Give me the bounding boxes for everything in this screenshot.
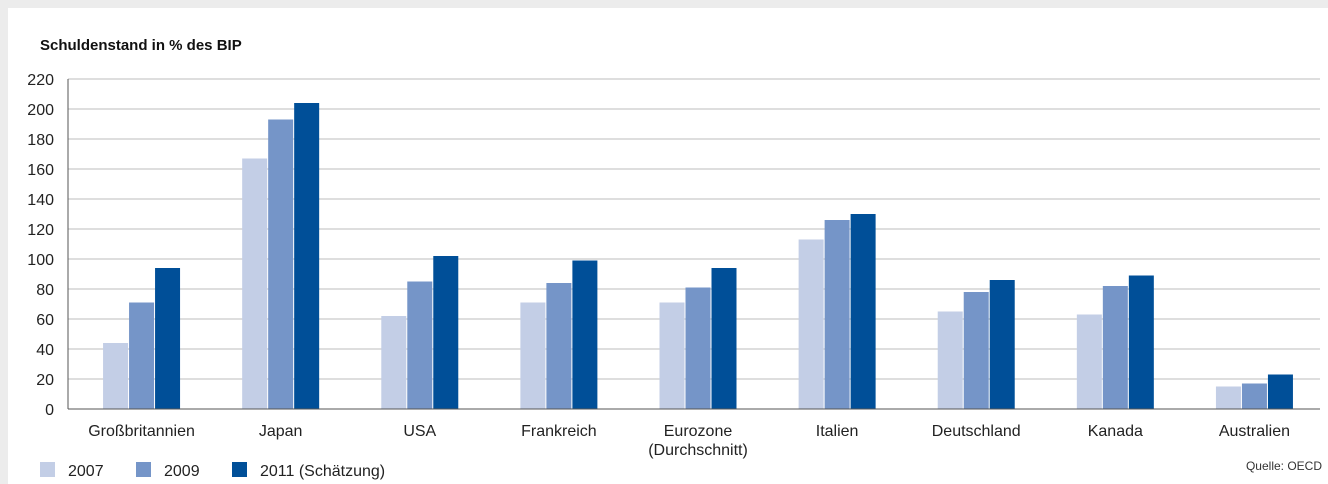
category-labels: Großbritannien Japan USA Frankreich Eurozone… (88, 423, 1290, 459)
bar (407, 281, 433, 409)
bar (937, 311, 963, 409)
bar (433, 256, 459, 409)
legend-swatch (40, 462, 55, 477)
x-tick-label: Australien (1219, 423, 1290, 440)
legend-label: 2011 (Schätzung) (260, 463, 385, 480)
y-tick-label: 20 (36, 372, 54, 389)
bar (1241, 383, 1267, 409)
legend-swatch (136, 462, 151, 477)
bar (850, 214, 876, 409)
bar (1215, 386, 1241, 409)
bar (963, 292, 989, 409)
x-tick-label: Deutschland (932, 423, 1021, 440)
legend-label: 2007 (68, 463, 104, 480)
x-tick-label: Japan (259, 423, 303, 440)
legend: 2007 2009 2011 (Schätzung) (40, 462, 385, 480)
chart-title: Schuldenstand in % des BIP (40, 37, 242, 54)
bar (268, 119, 294, 409)
bar (572, 260, 598, 409)
y-tick-label: 100 (27, 252, 54, 269)
y-tick-label: 200 (27, 102, 54, 119)
legend-label: 2009 (164, 463, 200, 480)
bar (989, 280, 1015, 409)
bar (381, 316, 407, 409)
bar (685, 287, 711, 409)
source-note: Quelle: OECD (1246, 459, 1322, 473)
bar (824, 220, 850, 409)
x-tick-label: (Durchschnitt) (648, 442, 748, 459)
bar (129, 302, 155, 409)
bar (103, 343, 129, 409)
x-tick-label: Frankreich (521, 423, 597, 440)
y-axis: 0 20 40 60 80 100 120 140 160 180 200 220 (27, 72, 69, 419)
y-tick-label: 40 (36, 342, 54, 359)
y-tick-label: 0 (45, 402, 54, 419)
bar (798, 239, 824, 409)
legend-swatch (232, 462, 247, 477)
bar (294, 103, 320, 409)
bar (711, 268, 737, 409)
x-tick-label: Eurozone (664, 423, 733, 440)
y-tick-label: 120 (27, 222, 54, 239)
y-tick-label: 180 (27, 132, 54, 149)
bar (1076, 314, 1102, 409)
y-tick-label: 220 (27, 72, 54, 89)
bar (1102, 286, 1128, 409)
x-tick-label: Italien (816, 423, 859, 440)
x-tick-label: USA (403, 423, 436, 440)
y-tick-label: 60 (36, 312, 54, 329)
bars (103, 103, 1293, 409)
bar (155, 268, 181, 409)
y-tick-label: 160 (27, 162, 54, 179)
bar (1128, 275, 1154, 409)
y-tick-label: 140 (27, 192, 54, 209)
bar (1267, 374, 1293, 409)
x-tick-label: Großbritannien (88, 423, 195, 440)
bar (242, 158, 268, 409)
bar (659, 302, 685, 409)
y-tick-label: 80 (36, 282, 54, 299)
bar (546, 283, 572, 409)
x-tick-label: Kanada (1088, 423, 1143, 440)
bar (520, 302, 546, 409)
